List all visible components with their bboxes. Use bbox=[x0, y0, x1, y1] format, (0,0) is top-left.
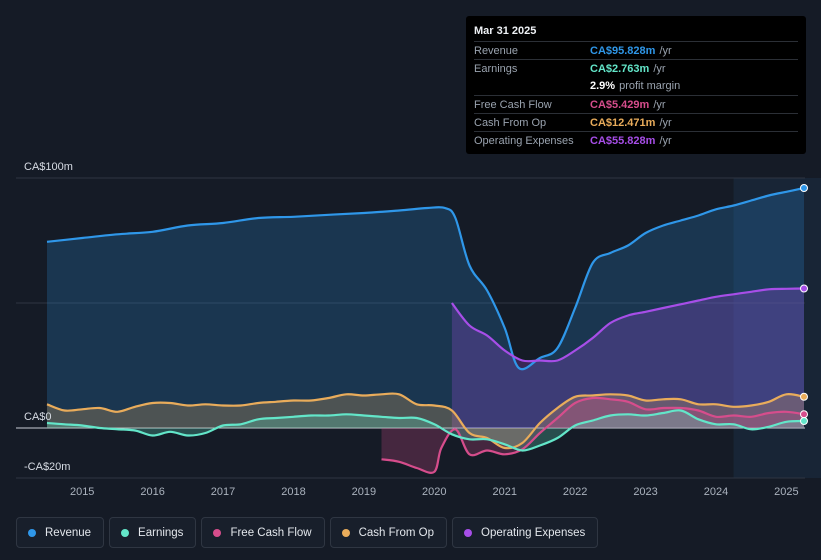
tooltip-row: Free Cash Flow CA$5.429m/yr bbox=[474, 94, 798, 113]
free-cash-flow-end-point bbox=[800, 410, 808, 419]
free-cash-flow-area bbox=[381, 397, 804, 473]
x-tick-label: 2025 bbox=[774, 486, 798, 498]
legend-dot-icon bbox=[341, 528, 350, 537]
tooltip-row-value: CA$2.763m bbox=[590, 62, 650, 75]
legend-item-free-cash-flow[interactable]: Free Cash Flow bbox=[201, 517, 325, 548]
tooltip-row-value: CA$5.429m bbox=[590, 98, 650, 111]
earnings-area bbox=[47, 410, 804, 451]
tooltip-row: Earnings CA$2.763m/yr bbox=[474, 59, 798, 77]
earnings-line bbox=[46, 409, 805, 452]
legend-label: Free Cash Flow bbox=[230, 526, 312, 539]
tooltip-row-value: CA$12.471m bbox=[590, 116, 656, 129]
x-tick-label: 2019 bbox=[352, 486, 376, 498]
tooltip-row: Cash From Op CA$12.471m/yr bbox=[474, 113, 798, 131]
y-tick-label: -CA$20m bbox=[24, 461, 70, 473]
legend-dot-icon bbox=[28, 528, 36, 537]
tooltip-row-label: Revenue bbox=[474, 44, 519, 57]
grid-lines bbox=[16, 177, 805, 479]
y-tick-label: CA$100m bbox=[24, 161, 73, 173]
tooltip-row-label: Free Cash Flow bbox=[474, 98, 552, 111]
tooltip-row-unit: /yr bbox=[653, 62, 666, 75]
earnings-end-point bbox=[800, 417, 808, 425]
legend-item-revenue[interactable]: Revenue bbox=[16, 517, 105, 548]
x-tick-label: 2017 bbox=[211, 486, 235, 498]
legend-item-cash-from-op[interactable]: Cash From Op bbox=[329, 517, 448, 548]
x-tick-label: 2024 bbox=[704, 486, 728, 498]
operating-expenses-area bbox=[451, 288, 804, 428]
x-tick-label: 2022 bbox=[563, 486, 587, 498]
tooltip-row-unit: /yr bbox=[659, 135, 672, 148]
tooltip-row-value: CA$95.828m bbox=[590, 44, 656, 57]
free-cash-flow-line bbox=[381, 396, 805, 474]
revenue-area bbox=[47, 188, 804, 428]
legend-label: Operating Expenses bbox=[481, 526, 586, 539]
operating-expenses-line bbox=[451, 287, 805, 363]
legend: Revenue Earnings Free Cash Flow Cash From O… bbox=[16, 517, 599, 548]
tooltip-row-unit: profit margin bbox=[619, 80, 681, 93]
y-tick-label: CA$0 bbox=[24, 411, 52, 423]
tooltip-row: Operating Expenses CA$55.828m/yr bbox=[474, 131, 798, 149]
tooltip-row-value: CA$55.828m bbox=[590, 135, 656, 148]
tooltip-date: Mar 31 2025 bbox=[474, 25, 537, 37]
cash-from-op-end-point bbox=[800, 392, 808, 401]
legend-dot-icon bbox=[464, 528, 473, 537]
tooltip-row: Revenue CA$95.828m/yr bbox=[474, 41, 798, 59]
tooltip-row-label: Operating Expenses bbox=[474, 135, 574, 148]
legend-dot-icon bbox=[213, 528, 222, 537]
legend-item-earnings[interactable]: Earnings bbox=[109, 517, 197, 548]
tooltip-rows: Revenue CA$95.828m/yr Earnings CA$2.763m/yr… bbox=[474, 41, 798, 150]
x-tick-label: 2015 bbox=[70, 486, 94, 498]
x-axis: 2015 2016 2017 2018 2019 2020 2021 2022 2023 2024… bbox=[70, 486, 799, 498]
operating-expenses-end-point bbox=[800, 284, 808, 293]
series-end-dots bbox=[800, 184, 808, 425]
legend-dot-icon bbox=[121, 528, 130, 537]
x-tick-label: 2020 bbox=[422, 486, 446, 498]
revenue-end-point bbox=[800, 184, 808, 192]
x-tick-label: 2021 bbox=[492, 486, 516, 498]
tooltip-row-unit: /yr bbox=[653, 98, 666, 111]
series-lines bbox=[46, 186, 805, 474]
x-tick-label: 2023 bbox=[633, 486, 657, 498]
revenue-line bbox=[46, 186, 805, 371]
legend-label: Cash From Op bbox=[358, 526, 435, 539]
tooltip-row-label: Cash From Op bbox=[474, 116, 547, 129]
tooltip-row-label: Earnings bbox=[474, 62, 518, 75]
x-tick-label: 2016 bbox=[140, 486, 164, 498]
tooltip-row-value: 2.9% bbox=[590, 80, 616, 93]
tooltip-row-unit: /yr bbox=[659, 116, 672, 129]
x-tick-label: 2018 bbox=[281, 486, 305, 498]
tooltip-panel: Mar 31 2025 Revenue CA$95.828m/yr Earnings… bbox=[466, 16, 806, 154]
y-axis: CA$100m CA$0 -CA$20m bbox=[24, 161, 73, 473]
legend-item-operating-expenses[interactable]: Operating Expenses bbox=[452, 517, 599, 548]
tooltip-row-unit: /yr bbox=[659, 44, 672, 57]
legend-label: Revenue bbox=[45, 526, 92, 539]
tooltip-row: 2.9% profit margin bbox=[474, 78, 798, 95]
legend-label: Earnings bbox=[138, 526, 184, 539]
cash-from-op-line bbox=[46, 392, 805, 450]
